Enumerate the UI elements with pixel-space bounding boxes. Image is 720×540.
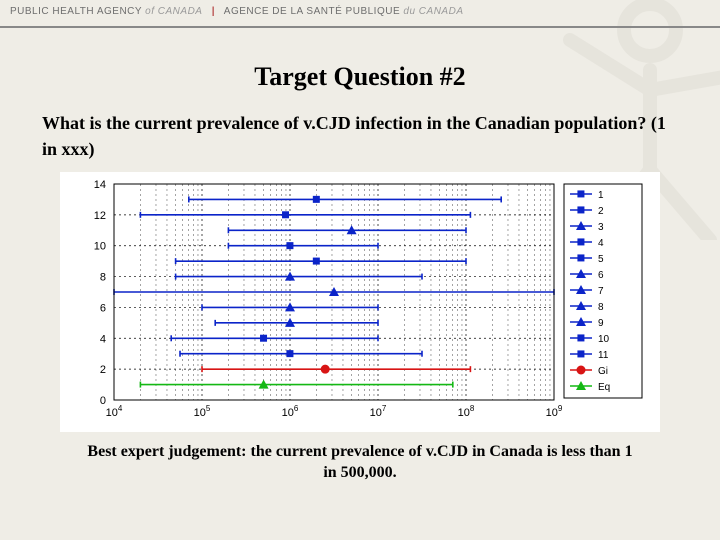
slide-conclusion: Best expert judgement: the current preva… [80, 442, 640, 484]
prevalence-chart: 1041051061071081090246810121412345678910… [60, 172, 660, 432]
svg-text:6: 6 [100, 303, 106, 315]
svg-text:10: 10 [94, 241, 106, 253]
slide-question: What is the current prevalence of v.CJD … [42, 110, 678, 162]
agency-en-strong: PUBLIC HEALTH AGENCY [10, 6, 142, 17]
svg-text:104: 104 [106, 404, 123, 419]
agency-fr-strong: AGENCE DE LA SANTÉ PUBLIQUE [224, 6, 400, 17]
svg-text:14: 14 [94, 179, 106, 191]
svg-text:5: 5 [598, 254, 604, 265]
agency-en-light: of CANADA [145, 6, 202, 17]
agency-header: PUBLIC HEALTH AGENCY of CANADA | AGENCE … [0, 0, 720, 28]
svg-text:8: 8 [598, 302, 604, 313]
svg-text:109: 109 [546, 404, 563, 419]
svg-text:107: 107 [370, 404, 387, 419]
svg-text:105: 105 [194, 404, 211, 419]
svg-text:7: 7 [598, 286, 604, 297]
slide-title: Target Question #2 [0, 62, 720, 92]
svg-text:1: 1 [598, 190, 604, 201]
svg-text:3: 3 [598, 222, 604, 233]
svg-text:4: 4 [100, 333, 106, 345]
svg-text:10: 10 [598, 334, 610, 345]
svg-text:0: 0 [100, 395, 106, 407]
svg-text:12: 12 [94, 210, 106, 222]
svg-text:11: 11 [598, 350, 609, 361]
svg-text:8: 8 [100, 272, 106, 284]
svg-text:2: 2 [100, 364, 106, 376]
svg-text:9: 9 [598, 318, 604, 329]
svg-text:6: 6 [598, 270, 604, 281]
svg-text:2: 2 [598, 206, 604, 217]
agency-fr-light: du CANADA [403, 6, 463, 17]
header-separator: | [212, 6, 215, 17]
svg-text:Gi: Gi [598, 366, 608, 377]
svg-text:106: 106 [282, 404, 299, 419]
svg-text:Eq: Eq [598, 382, 610, 393]
svg-text:4: 4 [598, 238, 604, 249]
svg-text:108: 108 [458, 404, 475, 419]
